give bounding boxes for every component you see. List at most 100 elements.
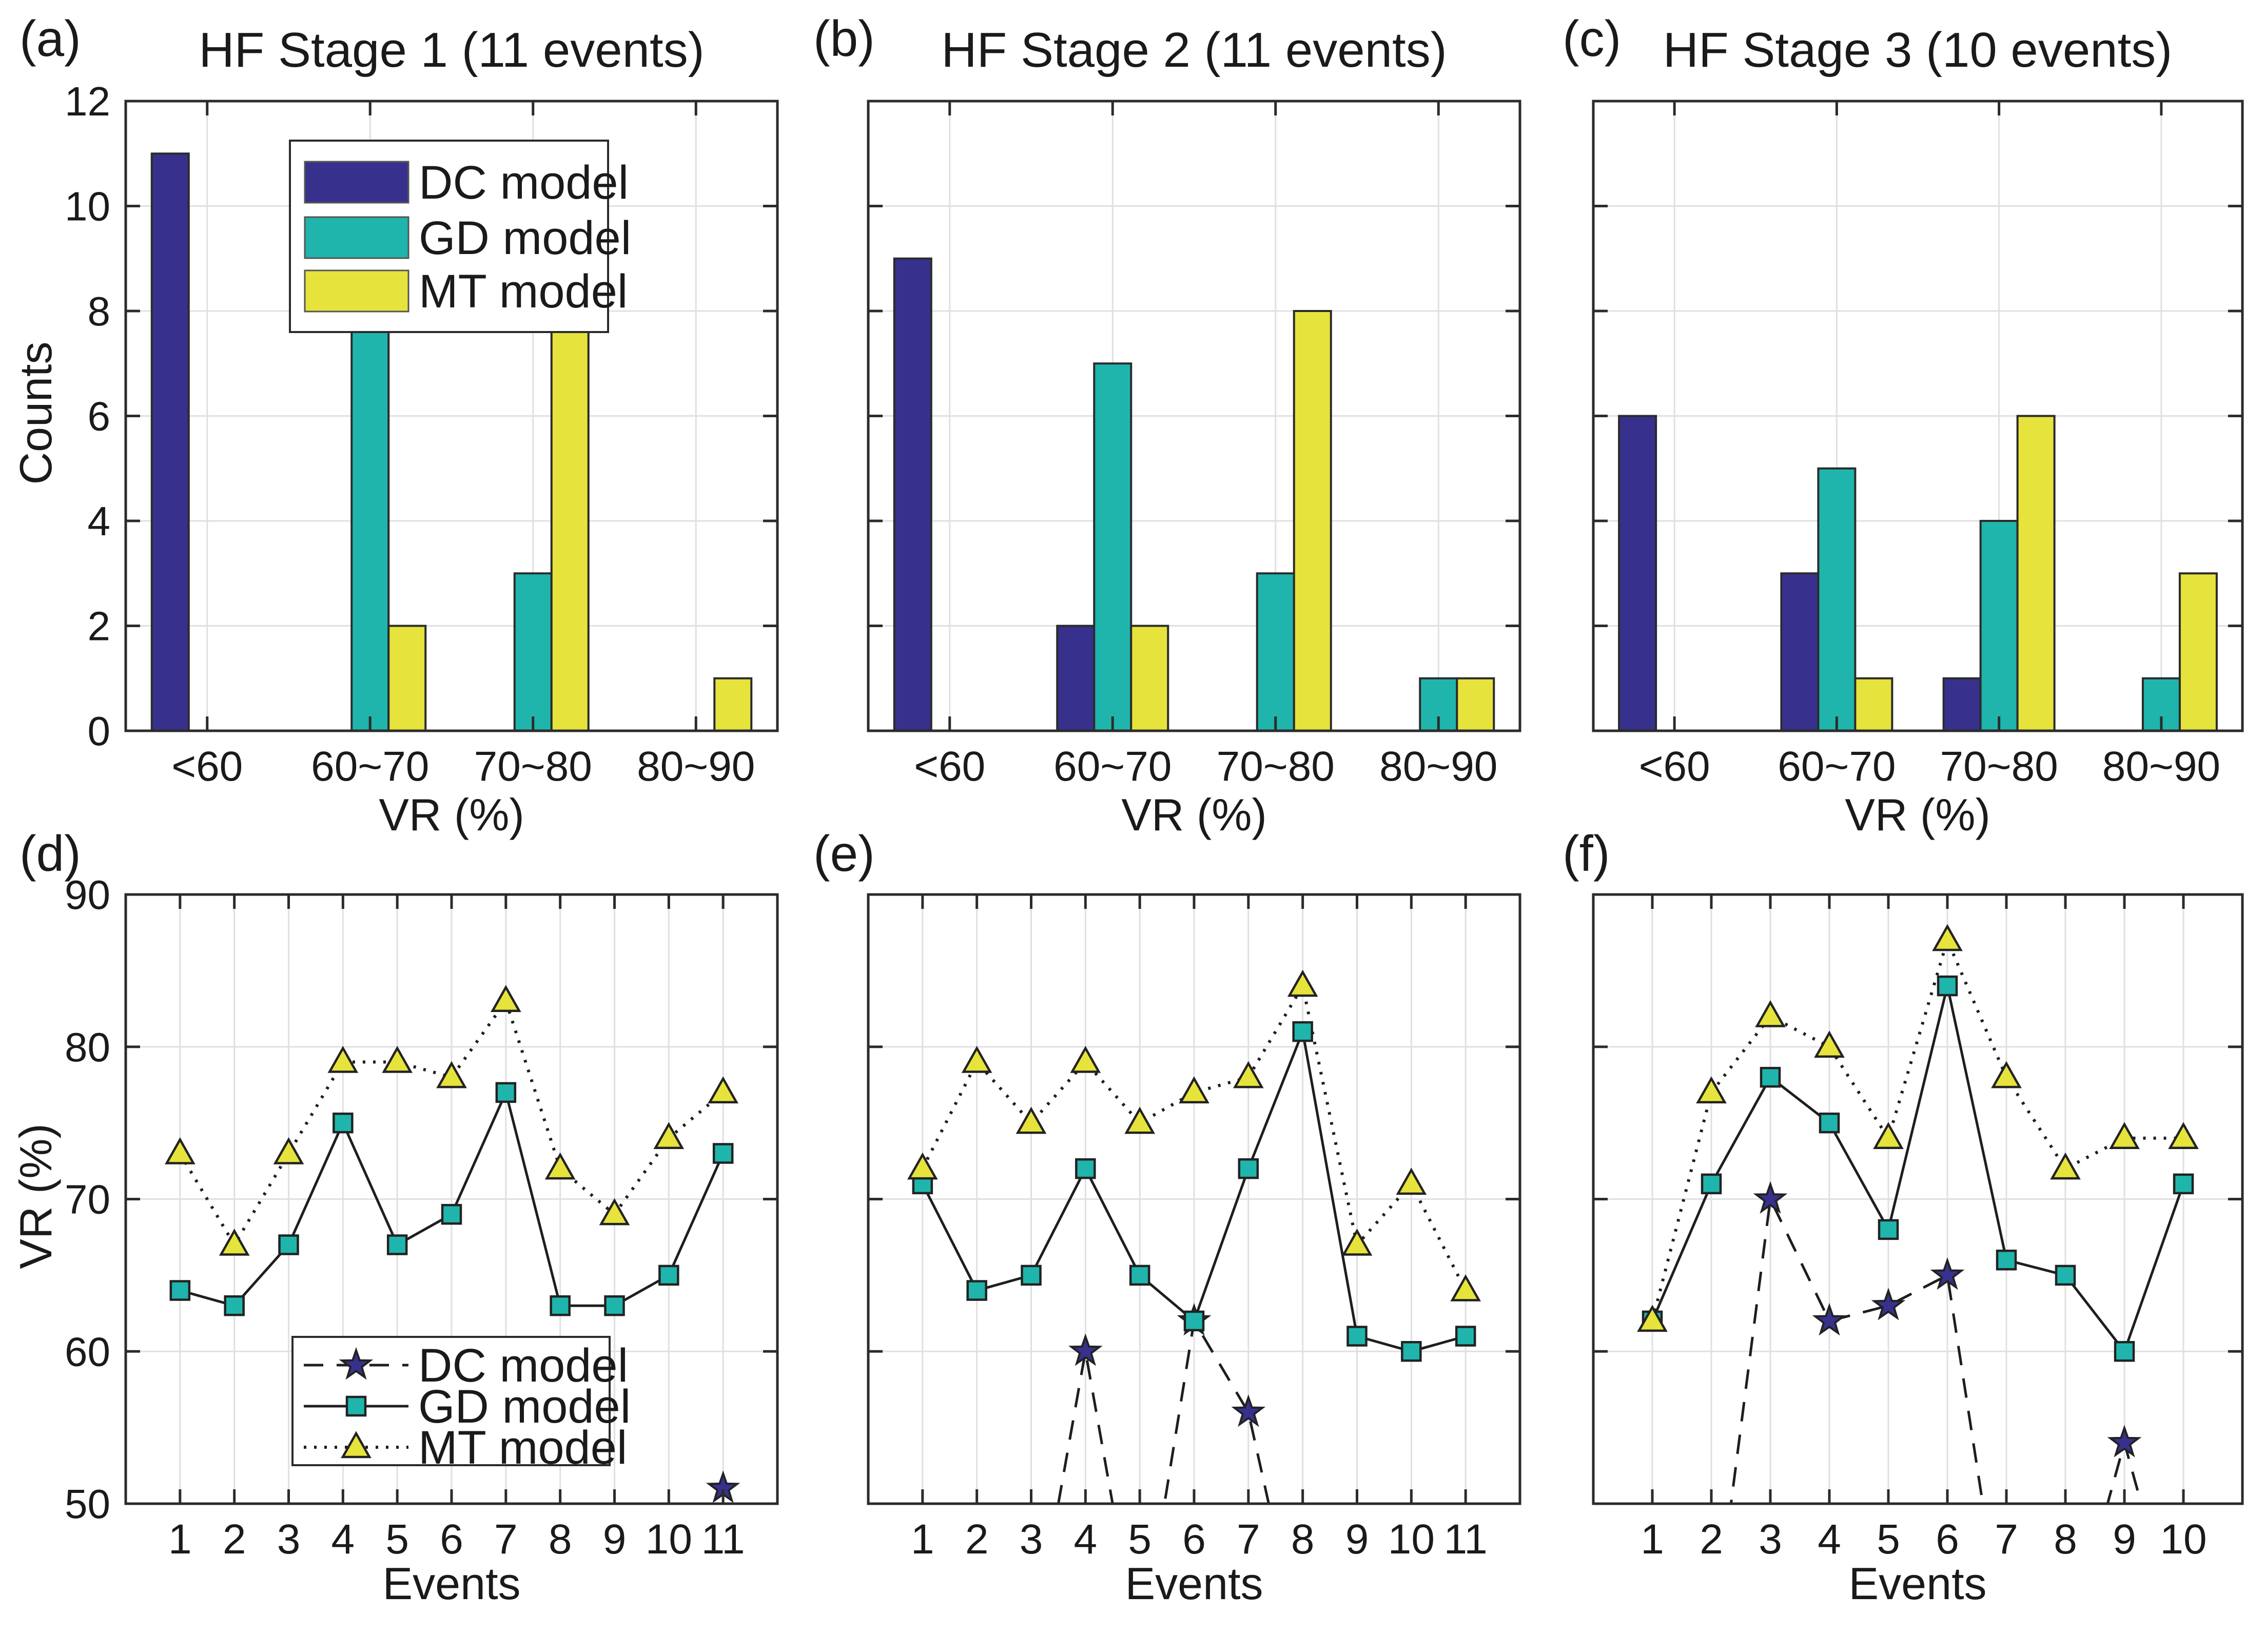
legend-label: GD model — [418, 1381, 631, 1433]
x-tick-label: 2 — [1700, 1516, 1723, 1563]
x-tick-label: 80~90 — [2102, 743, 2220, 790]
gd-square-marker — [1021, 1265, 1042, 1286]
series-markers — [907, 969, 1481, 1427]
dc-star-marker — [1871, 1288, 1906, 1320]
mt-triangle-marker — [544, 1152, 576, 1180]
series-markers — [1637, 924, 2199, 1457]
gd-square-marker — [2055, 1265, 2076, 1286]
x-tick-label: 2 — [223, 1516, 246, 1563]
x-tick-label: 4 — [331, 1516, 355, 1563]
y-tick-label: 12 — [65, 79, 110, 124]
bar-gd — [513, 572, 553, 732]
y-tick-label: 8 — [88, 288, 111, 334]
gd-square-marker — [345, 1395, 367, 1417]
mt-triangle-marker — [164, 1137, 196, 1164]
bar-dc — [1618, 415, 1657, 732]
line-gd — [1651, 985, 2185, 1354]
x-tick-label: 11 — [701, 1516, 745, 1563]
gd-square-marker — [441, 1203, 462, 1225]
x-tick-label: 8 — [549, 1516, 572, 1563]
legend-label: GD model — [419, 212, 631, 264]
gd-square-marker — [966, 1280, 987, 1301]
mt-triangle-marker — [1233, 1061, 1264, 1089]
chart-e-lineplot: 1 2 3 4 5 6 7 8 9 10 11 — [867, 893, 1521, 1563]
gd-square-marker — [1701, 1173, 1722, 1195]
line-dc — [1729, 1194, 2143, 1504]
x-tick-label: 6 — [1936, 1516, 1959, 1563]
x-tick-label: 6 — [440, 1516, 463, 1563]
line-mt — [179, 998, 725, 1248]
x-tick-label: 70~80 — [474, 743, 592, 790]
x-tick-label: 5 — [1128, 1516, 1151, 1563]
bar-dc — [1942, 677, 1982, 732]
mt-triangle-marker — [2168, 1122, 2199, 1150]
axis-ticks — [868, 100, 1520, 732]
tick-labels: <60 60~70 70~80 80~90 — [914, 743, 1497, 790]
mt-triangle-marker — [219, 1228, 250, 1256]
gd-square-marker — [495, 1082, 517, 1103]
mt-triangle-marker — [327, 1045, 359, 1073]
legend-label: DC model — [418, 1339, 628, 1392]
chart-f-lineplot: 1 2 3 4 5 6 7 8 9 10 — [1592, 893, 2244, 1563]
dc-star-marker — [1812, 1303, 1847, 1336]
x-tick-label: 60~70 — [311, 743, 429, 790]
x-tick-label: 5 — [1877, 1516, 1900, 1563]
x-tick-label: 9 — [603, 1516, 627, 1563]
legend-swatch — [304, 161, 409, 204]
chart-b-histogram: <60 60~70 70~80 80~90 — [867, 100, 1521, 790]
mt-triangle-marker — [1991, 1061, 2022, 1089]
dc-star-marker — [339, 1347, 374, 1380]
gd-square-marker — [169, 1280, 191, 1301]
gd-square-marker — [1292, 1021, 1313, 1042]
dc-star-marker — [1231, 1394, 1266, 1427]
panel-f-xlabel: Events — [1848, 1558, 1987, 1609]
x-tick-label: 4 — [1074, 1516, 1098, 1563]
mt-triangle-marker — [1396, 1168, 1427, 1195]
x-tick-label: 5 — [385, 1516, 409, 1563]
mt-triangle-marker — [1932, 924, 1963, 951]
mt-triangle-marker — [1814, 1031, 1845, 1058]
panel-a-title: HF Stage 1 (11 events) — [199, 23, 705, 77]
x-tick-label: 2 — [965, 1516, 989, 1563]
gd-square-marker — [386, 1234, 408, 1255]
legend-label: DC model — [419, 157, 629, 209]
x-tick-label: <60 — [1639, 743, 1710, 790]
axis-ticks — [1593, 893, 2242, 1505]
panel-b-tag: (b) — [813, 10, 875, 67]
gridlines — [1593, 101, 2242, 731]
panel-d-tag: (d) — [19, 825, 81, 882]
bar-mt — [713, 677, 753, 732]
x-tick-label: <60 — [171, 743, 243, 790]
bar-mt — [2016, 415, 2056, 732]
gd-square-marker — [1819, 1112, 1840, 1134]
axis-ticks — [126, 100, 777, 732]
x-tick-label: 60~70 — [1053, 743, 1172, 790]
x-tick-label: 10 — [2160, 1516, 2207, 1563]
mt-triangle-marker — [1124, 1106, 1156, 1134]
x-tick-label: 3 — [1020, 1516, 1043, 1563]
mt-triangle-marker — [1341, 1228, 1373, 1256]
mt-triangle-marker — [907, 1152, 938, 1180]
bar-groups — [893, 257, 1495, 732]
gd-square-marker — [658, 1265, 679, 1286]
x-tick-label: 80~90 — [637, 743, 755, 790]
bar-mt — [550, 310, 590, 732]
x-tick-label: 1 — [911, 1516, 934, 1563]
bar-groups — [1618, 415, 2218, 732]
legend-label: MT model — [419, 265, 628, 318]
bar-mt — [1293, 310, 1332, 732]
y-tick-label: 60 — [65, 1329, 110, 1374]
bar-dc — [893, 257, 932, 732]
x-tick-label: 70~80 — [1940, 743, 2058, 790]
legend-swatch — [304, 269, 409, 313]
mt-triangle-marker — [1070, 1045, 1101, 1073]
mt-triangle-marker — [1755, 1000, 1786, 1027]
mt-triangle-marker — [1873, 1122, 1904, 1150]
mt-triangle-marker — [436, 1061, 467, 1089]
bar-gd — [350, 310, 390, 732]
panel-b-title: HF Stage 2 (11 events) — [941, 23, 1447, 77]
x-tick-label: 60~70 — [1778, 743, 1896, 790]
mt-triangle-marker — [708, 1076, 739, 1104]
dc-star-marker — [1753, 1181, 1788, 1214]
